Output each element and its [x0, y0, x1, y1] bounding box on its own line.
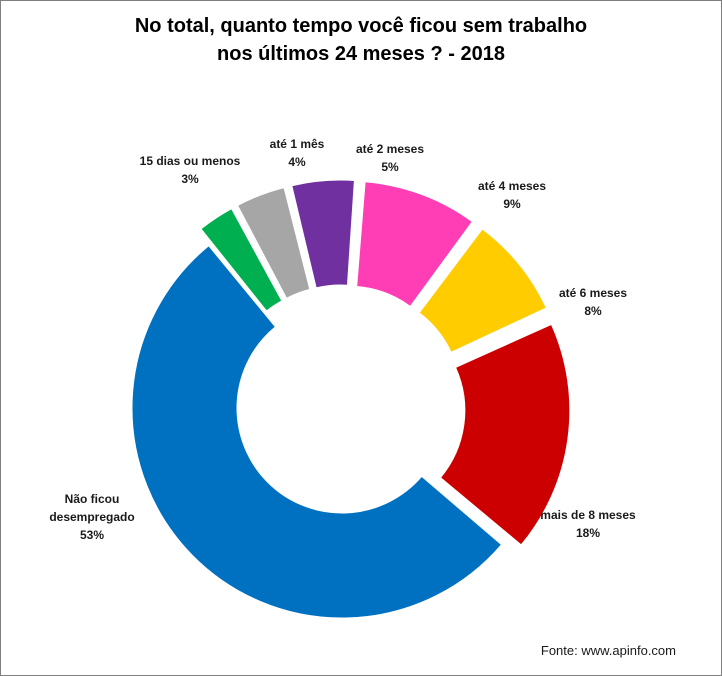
- slice-percent: 8%: [584, 304, 602, 318]
- slice-label: 15 dias ou menos 3%: [140, 154, 241, 186]
- chart-title-line-2: nos últimos 24 meses ? - 2018: [217, 43, 505, 65]
- donut-slices: [131, 179, 571, 619]
- slice-percent: 5%: [381, 160, 399, 174]
- slice-percent: 4%: [288, 155, 306, 169]
- slice-percent: 9%: [503, 197, 521, 211]
- slice-percent: 3%: [181, 172, 199, 186]
- slice-name: Não ficou: [65, 492, 120, 506]
- chart-title: No total, quanto tempo você ficou sem tr…: [0, 12, 722, 68]
- slice-label: até 1 mês 4%: [270, 137, 325, 169]
- source-note: Fonte: www.apinfo.com: [540, 643, 676, 658]
- donut-slice: [200, 207, 283, 312]
- donut-slice: [418, 228, 547, 353]
- slice-labels: 15 dias ou menos 3% até 1 mês 4% até 2 meses…: [49, 137, 636, 542]
- donut-slice: [356, 181, 473, 308]
- slice-label: Não ficou desempregado 53%: [49, 492, 134, 542]
- slice-percent: 18%: [576, 526, 600, 540]
- slice-label: até 4 meses 9%: [478, 179, 546, 211]
- slice-label: até 6 meses 8%: [559, 286, 627, 318]
- chart-title-line-1: No total, quanto tempo você ficou sem tr…: [134, 15, 588, 37]
- donut-slice: [131, 245, 503, 619]
- slice-name: até 4 meses: [478, 179, 546, 193]
- donut-slice: [236, 187, 311, 299]
- slice-name: até 1 mês: [270, 137, 325, 151]
- slice-name: 15 dias ou menos: [140, 154, 241, 168]
- donut-slice: [291, 179, 355, 289]
- slice-label: até 2 meses 5%: [356, 142, 424, 174]
- slice-name: até 2 meses: [356, 142, 424, 156]
- slice-name: até 6 meses: [559, 286, 627, 300]
- donut-slice: [439, 323, 571, 546]
- slice-label: mais de 8 meses 18%: [540, 508, 636, 540]
- slice-name: mais de 8 meses: [540, 508, 636, 522]
- slice-name: desempregado: [49, 510, 134, 524]
- slice-percent: 53%: [80, 528, 104, 542]
